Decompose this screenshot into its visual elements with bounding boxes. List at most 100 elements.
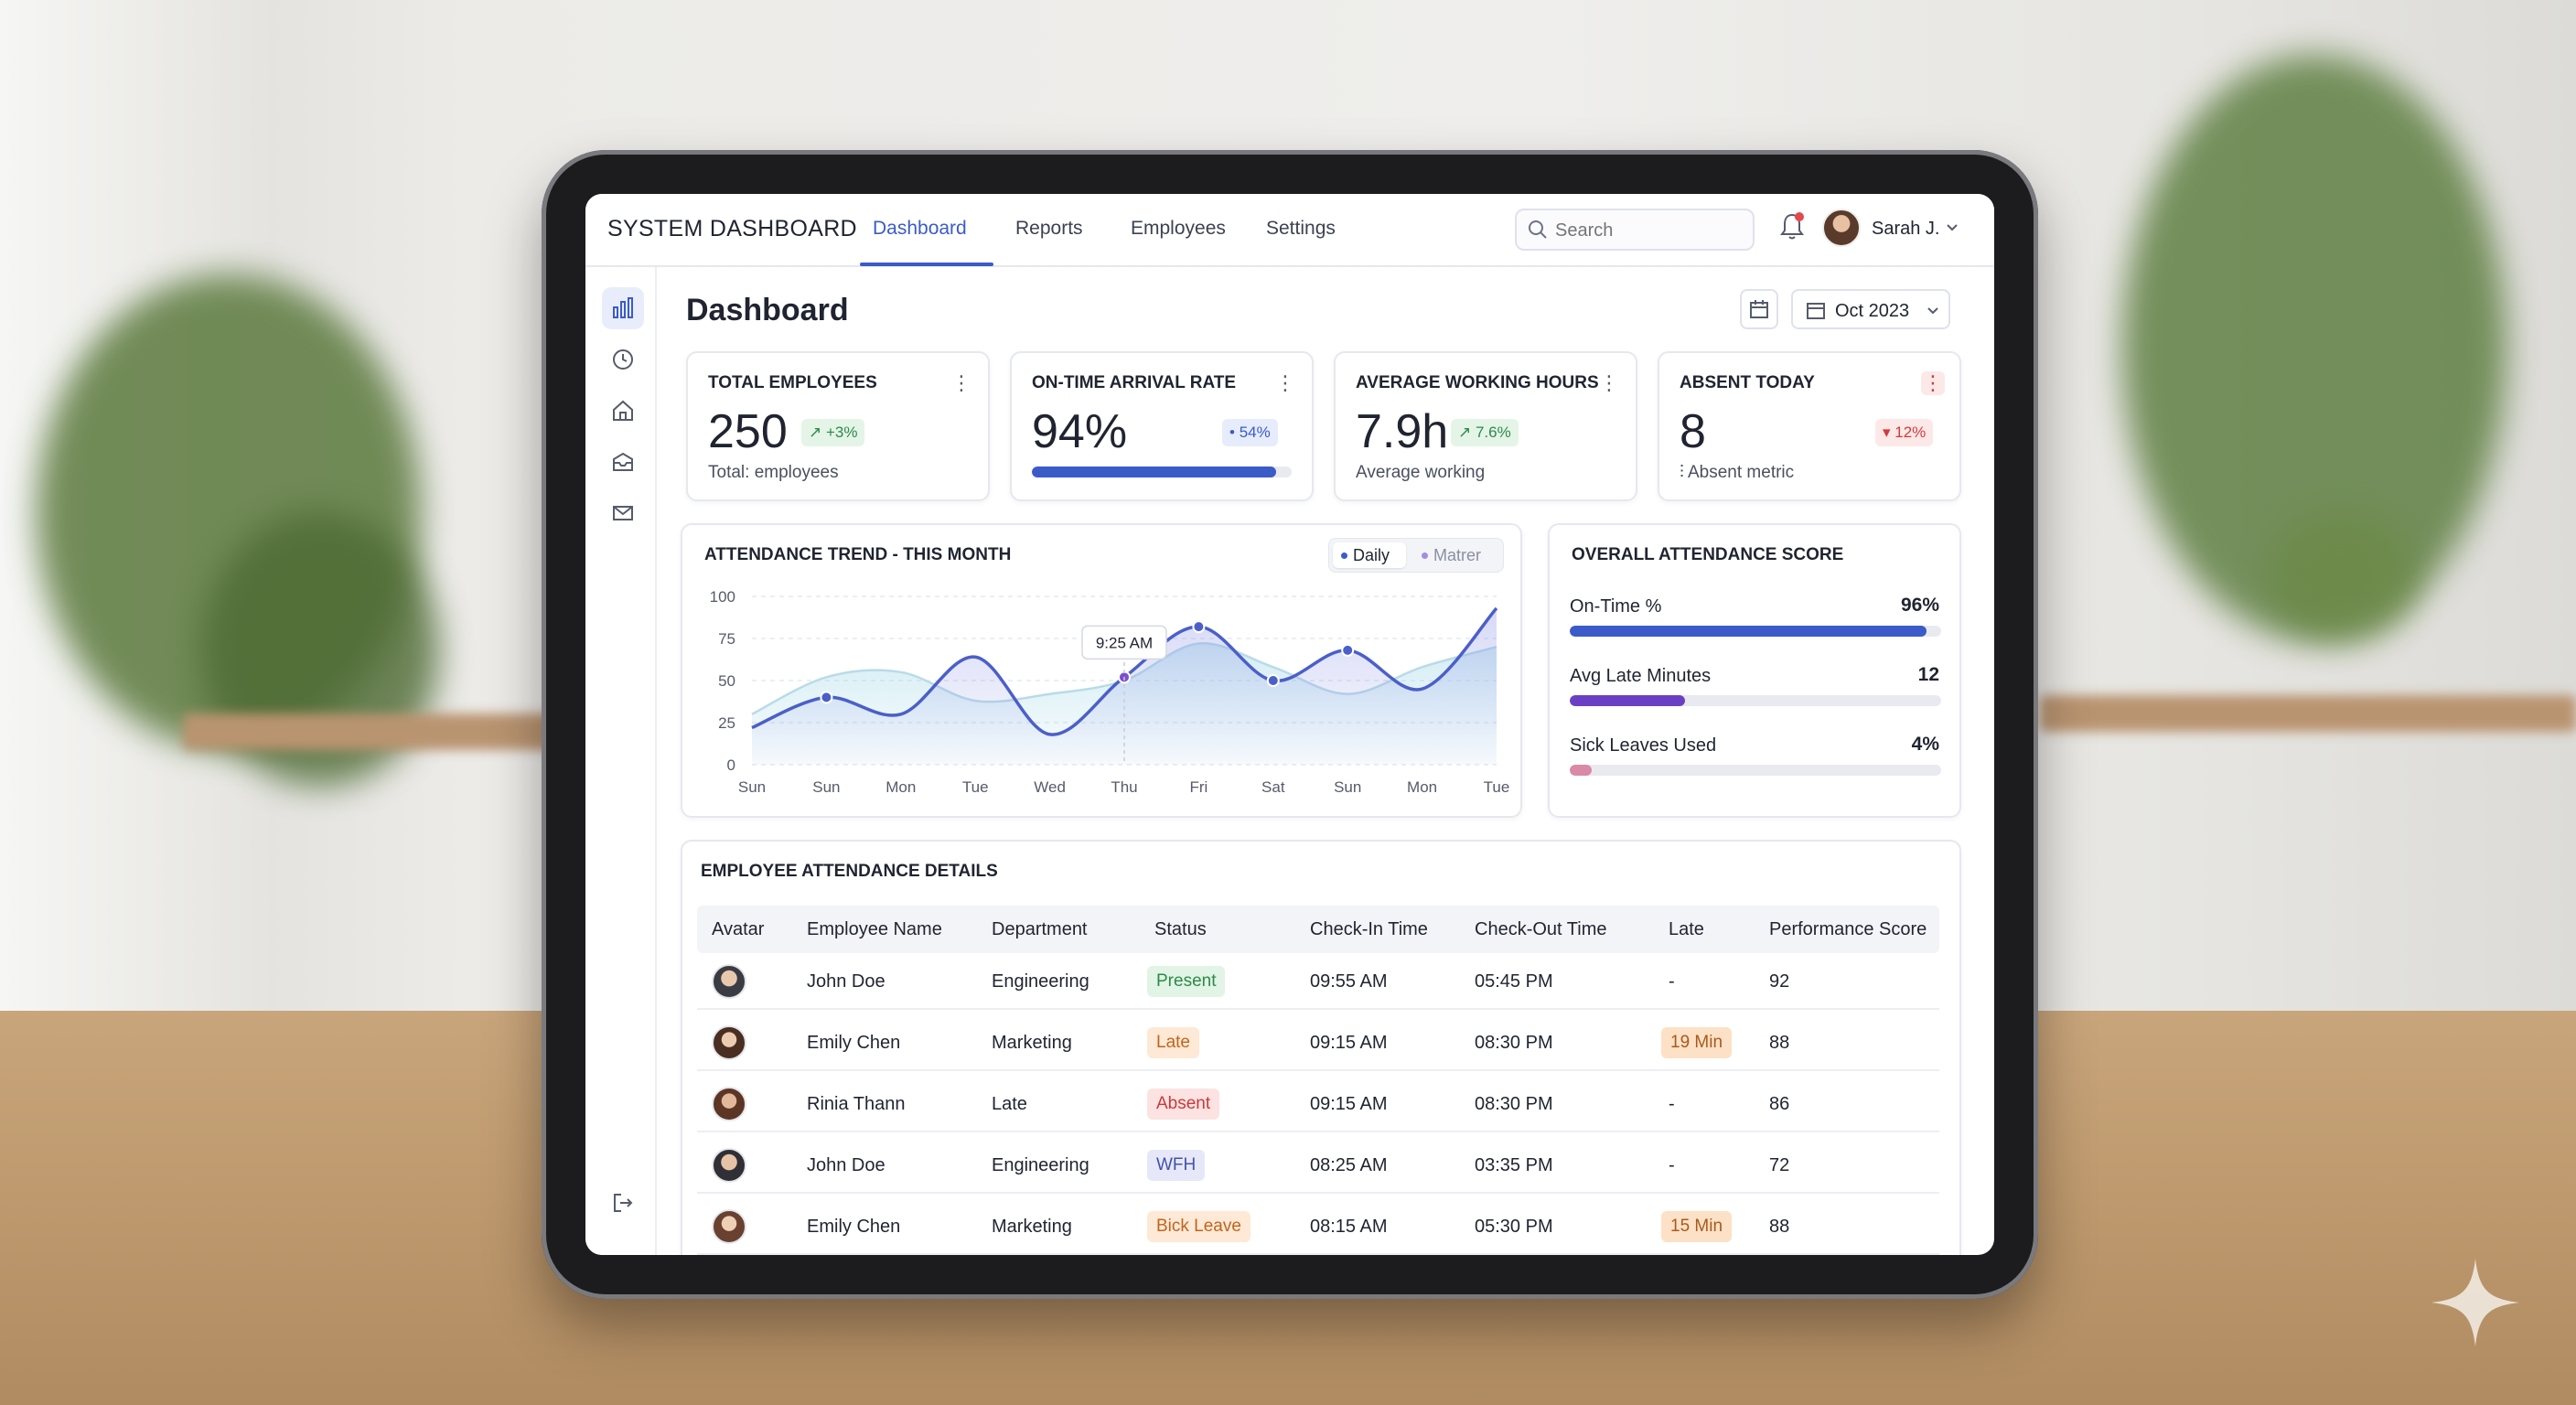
col-check-out[interactable]: Check-Out Time bbox=[1475, 919, 1607, 939]
search-icon bbox=[1529, 220, 1547, 239]
status-badge: Bick Leave bbox=[1147, 1211, 1250, 1242]
col-avatar[interactable]: Avatar bbox=[712, 919, 765, 939]
kpi-value: 8 bbox=[1680, 405, 1706, 458]
department: Engineering bbox=[992, 1155, 1089, 1175]
tooltip-label: 9:25 AM bbox=[1096, 634, 1153, 651]
employee-name: Emily Chen bbox=[807, 1217, 901, 1237]
calendar-button[interactable] bbox=[1740, 289, 1778, 329]
department: Marketing bbox=[992, 1217, 1072, 1237]
kpi-card-absent-today: ABSENT TODAY ⋮ 8 ▾ 12% ⫶ Absent metric bbox=[1658, 351, 1961, 501]
chevron-down-icon[interactable] bbox=[1943, 218, 1961, 236]
col-late[interactable]: Late bbox=[1669, 919, 1704, 939]
score-label-sick-leaves: Sick Leaves Used bbox=[1570, 735, 1717, 756]
trend-badge-value: +3% bbox=[825, 424, 858, 441]
shelf-right bbox=[2040, 695, 2576, 732]
score-bar-fill bbox=[1570, 626, 1927, 637]
trend-badge: ↗ +3% bbox=[801, 419, 865, 446]
col-performance[interactable]: Performance Score bbox=[1769, 919, 1927, 939]
search-input[interactable] bbox=[1555, 218, 1738, 243]
shelf-left bbox=[183, 713, 567, 750]
score-bar-on-time bbox=[1570, 626, 1941, 637]
user-name[interactable]: Sarah J. bbox=[1872, 219, 1940, 239]
score-bar-late-minutes bbox=[1570, 695, 1941, 706]
sidebar-item-analytics[interactable] bbox=[602, 287, 644, 329]
data-point bbox=[1266, 674, 1280, 687]
x-tick-label: Sun bbox=[812, 778, 840, 796]
tab-employees[interactable]: Employees bbox=[1131, 218, 1226, 239]
bar-chart-icon bbox=[613, 297, 633, 318]
col-check-in[interactable]: Check-In Time bbox=[1310, 919, 1428, 939]
chart-legend: Daily Matrer bbox=[1328, 538, 1504, 573]
score-label-on-time: On-Time % bbox=[1570, 596, 1662, 617]
sidebar-item-logout[interactable] bbox=[602, 1182, 644, 1224]
data-point bbox=[1341, 643, 1355, 657]
more-options-icon[interactable]: ⋮ bbox=[1275, 371, 1295, 394]
table-row[interactable]: Emily Chen Marketing Late 09:15 AM 08:30 PM 1… bbox=[697, 1016, 1939, 1071]
user-avatar[interactable] bbox=[1822, 209, 1861, 247]
mail-icon bbox=[613, 506, 633, 520]
sidebar-item-mail[interactable] bbox=[602, 492, 644, 534]
table-row[interactable]: Emily Chen Marketing Bick Leave 08:15 AM 05:… bbox=[697, 1200, 1939, 1255]
y-tick-label: 0 bbox=[727, 756, 735, 774]
on-time-progress-bar bbox=[1032, 467, 1292, 477]
more-options-icon[interactable]: ⋮ bbox=[1921, 371, 1945, 395]
check-in-time: 08:15 AM bbox=[1310, 1217, 1388, 1237]
kpi-label: ABSENT TODAY bbox=[1680, 373, 1815, 392]
avatar bbox=[712, 1087, 746, 1121]
performance-score: 72 bbox=[1769, 1155, 1790, 1175]
status-badge: Present bbox=[1147, 966, 1226, 997]
home-icon bbox=[613, 400, 633, 421]
avatar bbox=[712, 1148, 746, 1183]
status-badge: Late bbox=[1147, 1027, 1199, 1058]
sidebar-item-home[interactable] bbox=[602, 390, 644, 432]
notification-dot bbox=[1795, 212, 1804, 221]
legend-daily[interactable]: Daily bbox=[1333, 542, 1406, 568]
more-options-icon[interactable]: ⋮ bbox=[1599, 371, 1619, 394]
col-employee-name[interactable]: Employee Name bbox=[807, 919, 942, 939]
trend-badge: ↗ 7.6% bbox=[1451, 419, 1519, 446]
department: Engineering bbox=[992, 971, 1089, 992]
tab-dashboard[interactable]: Dashboard bbox=[873, 218, 967, 239]
calendar-icon bbox=[1807, 303, 1825, 319]
performance-score: 88 bbox=[1769, 1217, 1790, 1237]
sidebar-item-time[interactable] bbox=[602, 338, 644, 381]
table-row[interactable]: John Doe Engineering WFH 08:25 AM 03:35 PM - 7… bbox=[697, 1139, 1939, 1194]
legend-matrer[interactable]: Matrer bbox=[1413, 542, 1501, 568]
score-bar-fill bbox=[1570, 695, 1685, 706]
tab-settings[interactable]: Settings bbox=[1266, 218, 1336, 239]
brand-title: SYSTEM DASHBOARD bbox=[607, 216, 857, 241]
attendance-details-card: EMPLOYEE ATTENDANCE DETAILS Avatar Emplo… bbox=[681, 840, 1961, 1255]
score-title: OVERALL ATTENDANCE SCORE bbox=[1572, 545, 1844, 564]
y-tick-label: 25 bbox=[718, 714, 735, 732]
kpi-label: ON-TIME ARRIVAL RATE bbox=[1032, 373, 1237, 392]
kpi-value: 7.9h bbox=[1356, 405, 1449, 458]
table-row[interactable]: Rinia Thann Late Absent 09:15 AM 08:30 PM - 86 bbox=[697, 1078, 1939, 1132]
performance-score: 86 bbox=[1769, 1094, 1790, 1114]
kpi-subtext-label: Absent metric bbox=[1688, 463, 1795, 482]
tooltip-box bbox=[1081, 625, 1167, 660]
x-tick-label: Sat bbox=[1261, 778, 1285, 796]
check-out-time: 05:30 PM bbox=[1475, 1217, 1553, 1237]
table-row[interactable]: John Doe Engineering Present 09:55 AM 05:45 … bbox=[697, 955, 1939, 1010]
employee-name: John Doe bbox=[807, 1155, 886, 1175]
more-options-icon[interactable]: ⋮ bbox=[951, 371, 971, 394]
data-point bbox=[1192, 620, 1206, 634]
col-department[interactable]: Department bbox=[992, 919, 1088, 939]
kpi-value: 94% bbox=[1032, 405, 1128, 458]
sparkle-icon bbox=[2431, 1259, 2519, 1346]
kpi-subtext: Total: employees bbox=[708, 463, 839, 482]
col-status[interactable]: Status bbox=[1154, 919, 1207, 939]
search-box[interactable] bbox=[1515, 209, 1755, 251]
trend-badge-value: 12% bbox=[1894, 424, 1927, 441]
tab-reports[interactable]: Reports bbox=[1015, 218, 1083, 239]
date-filter-dropdown[interactable]: Oct 2023 bbox=[1791, 289, 1950, 329]
overall-score-card: OVERALL ATTENDANCE SCORE On-Time % 96% A… bbox=[1548, 523, 1961, 818]
check-out-time: 08:30 PM bbox=[1475, 1094, 1553, 1114]
logout-icon bbox=[614, 1194, 633, 1212]
kpi-card-working-hours: AVERAGE WORKING HOURS ⋮ 7.9h ↗ 7.6% Aver… bbox=[1334, 351, 1637, 501]
trend-badge-value: 7.6% bbox=[1475, 424, 1511, 441]
plant-right-2 bbox=[2269, 512, 2415, 640]
sidebar-item-inbox[interactable] bbox=[602, 441, 644, 483]
avatar bbox=[712, 964, 746, 999]
check-out-time: 05:45 PM bbox=[1475, 971, 1553, 992]
